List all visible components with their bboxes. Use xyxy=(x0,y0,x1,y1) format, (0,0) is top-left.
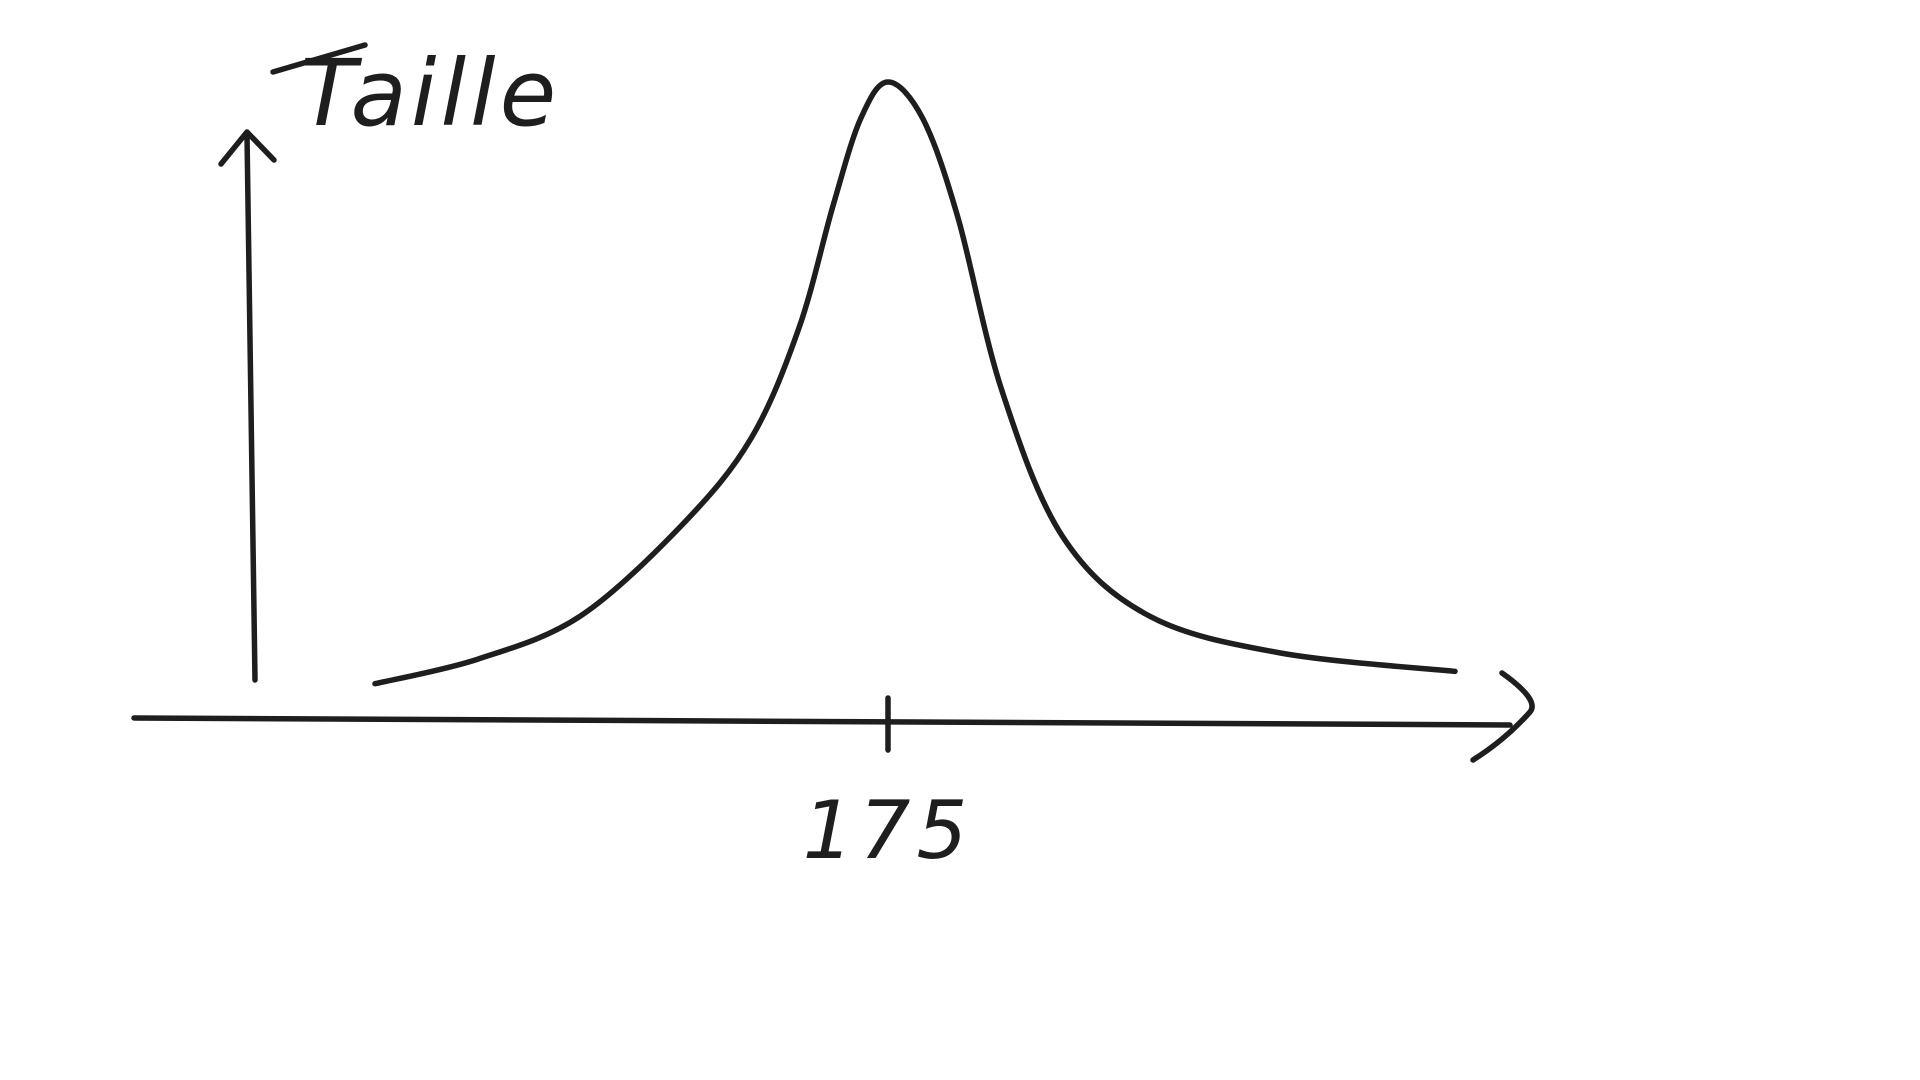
y-axis-line xyxy=(244,132,258,683)
y-label-t-bar xyxy=(270,42,368,75)
y-axis-arrowhead xyxy=(218,129,277,167)
y-axis-label: Taille xyxy=(300,40,560,147)
x-axis-line xyxy=(131,715,1513,728)
distribution-curve xyxy=(372,79,1458,687)
x-tick-label-175: 175 xyxy=(803,784,974,877)
x-axis-arrowhead xyxy=(1470,670,1535,763)
